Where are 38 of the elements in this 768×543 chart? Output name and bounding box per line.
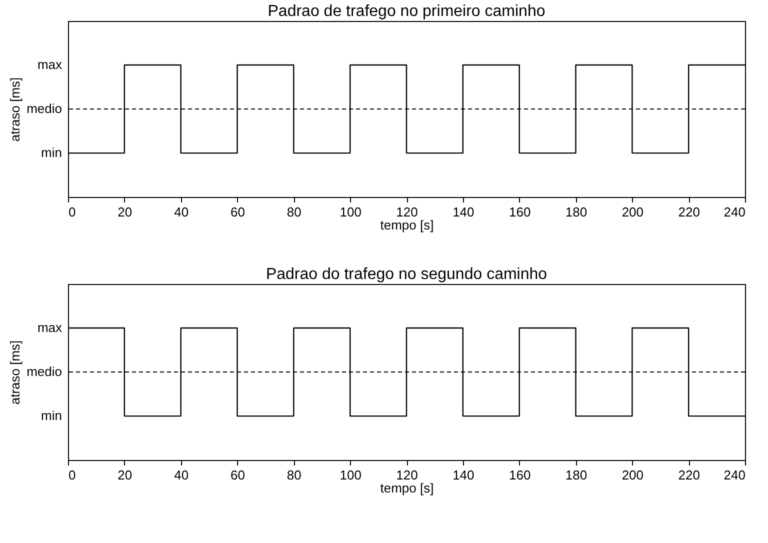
x-tick-label: 220 [678, 468, 700, 482]
x-tick-label: 20 [118, 468, 132, 482]
x-tick-label: 240 [724, 468, 746, 482]
text: medio [26, 101, 62, 116]
x-tick-label: 220 [678, 204, 700, 220]
x-tick-label: 100 [340, 204, 362, 220]
x-tick-label: 80 [286, 204, 302, 220]
x-tick-label: 0 [68, 468, 76, 482]
x-tick-label: 80 [286, 468, 302, 482]
y-axis-title: atraso [ms] [8, 340, 22, 405]
x-tick-label: 40 [174, 468, 189, 482]
x-tick-label: 240 [724, 204, 746, 220]
x-tick-label: 160 [508, 204, 531, 220]
x-tick-label: 0 [68, 204, 76, 220]
x-tick-label: 20 [118, 204, 132, 220]
x-tick-label: 180 [565, 468, 588, 482]
x-tick-label: 200 [622, 204, 644, 220]
x-tick-label: 40 [174, 204, 189, 220]
x-tick-label: 140 [452, 204, 474, 220]
x-tick-label: 180 [565, 204, 588, 220]
text: max [37, 57, 62, 72]
x-tick-label: 60 [230, 204, 245, 220]
x-tick-label: 160 [508, 468, 531, 482]
x-axis-title: tempo [s] [380, 218, 434, 232]
text: min [41, 145, 62, 160]
x-tick-label: 100 [340, 468, 362, 482]
text: max [37, 320, 62, 335]
x-tick-label: 200 [622, 468, 644, 482]
x-tick-label: 60 [230, 468, 245, 482]
x-tick-label: 120 [396, 468, 418, 482]
chart-title: Padrao do trafego no segundo caminho [266, 266, 548, 283]
x-tick-label: 120 [396, 204, 418, 220]
chart-title: Padrao de trafego no primeiro caminho [268, 3, 546, 20]
x-tick-label: 140 [452, 468, 474, 482]
text: medio [26, 364, 62, 379]
text: min [41, 408, 62, 423]
y-axis-title: atraso [ms] [8, 77, 22, 142]
x-axis-title: tempo [s] [380, 480, 434, 496]
